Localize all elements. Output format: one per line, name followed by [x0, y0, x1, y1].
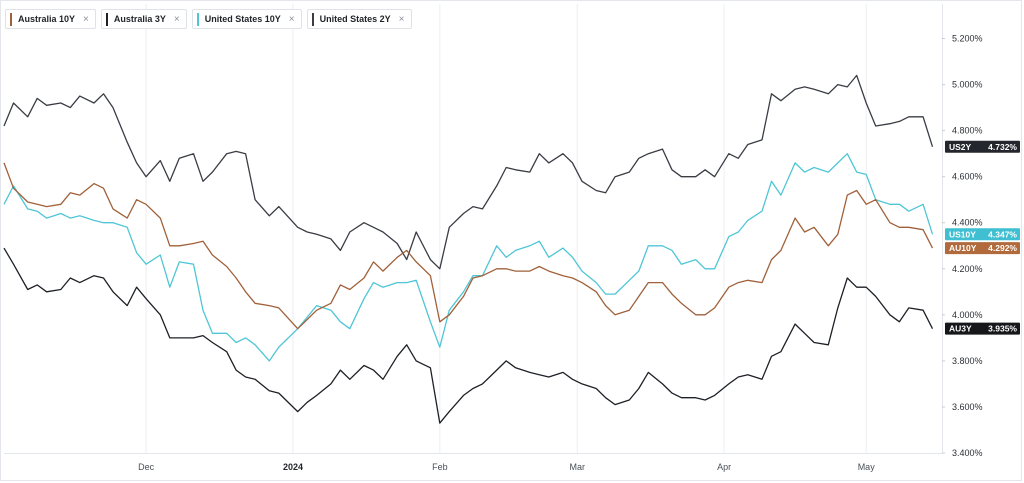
y-tick-label: 4.600%: [952, 172, 983, 182]
series-line-united-states-2y[interactable]: [3, 74, 934, 270]
legend-item-australia-3y[interactable]: Australia 3Y ×: [100, 9, 187, 29]
legend-item-australia-10y[interactable]: Australia 10Y ×: [5, 9, 96, 29]
y-tick-label: 4.400%: [952, 218, 983, 228]
x-tick-label: May: [858, 462, 876, 472]
x-tick-label: Feb: [432, 462, 448, 472]
x-tick-label: Apr: [717, 462, 731, 472]
y-tick-label: 4.800%: [952, 126, 983, 136]
value-tag-value: 4.732%: [988, 142, 1017, 152]
close-icon[interactable]: ×: [288, 13, 295, 25]
value-tag-name: AU3Y: [949, 324, 972, 334]
y-tick-label: 5.200%: [952, 34, 983, 44]
legend-swatch-australia-10y: [10, 12, 12, 26]
y-tick-label: 5.000%: [952, 80, 983, 90]
y-tick-label: 4.000%: [952, 310, 983, 320]
value-tag-name: US10Y: [949, 229, 976, 239]
value-tag-value: 3.935%: [988, 324, 1017, 334]
tag-layer: US2Y 4.732% US10Y 4.347% AU10Y 4.292% AU3Y 3.93…: [945, 140, 1020, 335]
y-tick-label: 3.600%: [952, 402, 983, 412]
legend-item-united-states-10y[interactable]: United States 10Y ×: [191, 9, 302, 29]
y-tick-label: 3.400%: [952, 448, 983, 458]
series-layer: [3, 74, 934, 424]
value-tag-bg: [945, 242, 1020, 255]
series-line-australia-10y[interactable]: [3, 162, 934, 330]
grid-layer: [4, 4, 943, 454]
x-tick-label: 2024: [283, 462, 303, 472]
axis-layer: Dec 2024 Feb Mar Apr May 5.200% 5.000% 4.800% 4.6…: [138, 34, 982, 472]
chart-legend: Australia 10Y × Australia 3Y × United St…: [5, 9, 412, 29]
legend-label: United States 2Y: [319, 14, 391, 24]
close-icon[interactable]: ×: [83, 13, 89, 25]
close-icon[interactable]: ×: [398, 13, 405, 25]
value-tag-name: US2Y: [949, 142, 972, 152]
series-line-united-states-10y[interactable]: [3, 153, 934, 362]
legend-label: United States 10Y: [204, 14, 281, 24]
y-tick-label: 3.800%: [952, 356, 983, 366]
legend-label: Australia 3Y: [113, 14, 166, 24]
value-tag-value: 4.292%: [988, 243, 1017, 253]
legend-swatch-united-states-10y: [196, 12, 199, 26]
value-tag-name: AU10Y: [949, 243, 977, 253]
x-tick-label: Dec: [138, 462, 155, 472]
legend-item-united-states-2y[interactable]: United States 2Y ×: [306, 9, 412, 29]
legend-swatch-australia-3y: [105, 12, 108, 26]
close-icon[interactable]: ×: [173, 13, 180, 25]
y-tick-label: 4.200%: [952, 264, 983, 274]
value-tag-au10y: AU10Y 4.292%: [945, 242, 1020, 255]
value-tag-bg: [945, 322, 1020, 335]
legend-label: Australia 10Y: [18, 14, 76, 24]
x-tick-label: Mar: [569, 462, 585, 472]
value-tag-bg: [945, 140, 1020, 153]
value-tag-bg: [945, 228, 1020, 241]
value-tag-us2y: US2Y 4.732%: [945, 140, 1020, 153]
value-tag-au3y: AU3Y 3.935%: [945, 322, 1020, 335]
value-tag-value: 4.347%: [988, 229, 1017, 239]
series-line-australia-3y[interactable]: [3, 247, 934, 424]
legend-swatch-united-states-2y: [311, 12, 314, 26]
value-tag-us10y: US10Y 4.347%: [945, 228, 1020, 241]
